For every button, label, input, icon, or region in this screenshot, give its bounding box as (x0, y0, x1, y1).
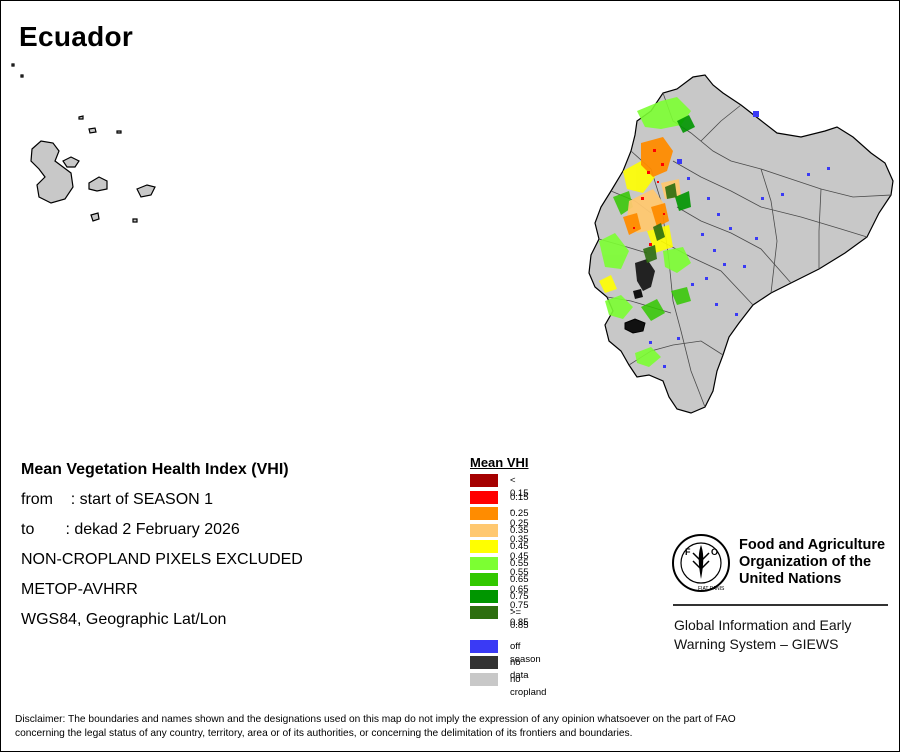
giews-name: Global Information and Early Warning Sys… (674, 616, 889, 654)
legend-extra-row: off season (470, 638, 541, 665)
legend-class-row: 0.75 - 0.85 (470, 588, 529, 628)
legend-class-label: >= 0.85 (510, 607, 529, 631)
legend-class-row: 0.35 - 0.45 (470, 522, 529, 562)
fao-name-line-2: Organization of the (739, 554, 872, 570)
galapagos-islands (11, 63, 156, 223)
legend-class-label: 0.55 - 0.65 (510, 557, 529, 595)
legend-class-label: 0.65 - 0.75 (510, 574, 529, 611)
info-mask-line: NON-CROPLAND PIXELS EXCLUDED (21, 551, 303, 568)
legend-extra-swatch (470, 656, 498, 669)
map-title: Ecuador (19, 21, 134, 52)
legend-class-list: < 0.15 0.15 - 0.25 0.25 - 0.35 0.35 - 0.45 0… (470, 472, 529, 631)
legend-extra-row: no data (470, 654, 529, 681)
disclaimer-line-1: Disclaimer: The boundaries and names sho… (15, 714, 736, 725)
mainland-ecuador (588, 74, 894, 414)
fao-name-line-3: United Nations (739, 571, 842, 587)
info-to-line: to : dekad 2 February 2026 (21, 521, 240, 538)
legend-extra-swatch (470, 672, 498, 686)
legend-class-row: < 0.15 (470, 472, 529, 499)
legend-class-swatch (470, 589, 498, 603)
legend-extra-list: off season no data no cropland (470, 638, 546, 698)
legend-class-row: 0.45 - 0.55 (470, 538, 529, 578)
legend-class-swatch (470, 507, 498, 520)
info-title: Mean Vegetation Health Index (VHI) (21, 461, 289, 478)
legend-class-swatch (470, 523, 498, 537)
info-sensor-line: METOP-AVHRR (21, 581, 138, 598)
fao-motto: FIAT PANIS (698, 586, 725, 592)
legend-class-swatch (470, 474, 498, 487)
legend-extra-row: no cropland (470, 671, 546, 698)
fao-organization-name: Food and Agriculture Organization of the… (739, 537, 889, 588)
vhi-cropland-pixels (599, 97, 830, 368)
legend-extra-label: no data (510, 657, 529, 681)
legend-class-label: 0.35 - 0.45 (510, 524, 529, 562)
legend-class-row: 0.15 - 0.25 (470, 489, 529, 529)
legend-class-label: 0.15 - 0.25 (510, 491, 529, 529)
legend-extra-swatch (470, 639, 498, 653)
legend-title: Mean VHI (470, 455, 529, 470)
legend-class-row: 0.65 - 0.75 (470, 571, 529, 611)
fao-logo-icon: F O FIAT PANIS (672, 534, 730, 592)
giews-line-1: Global Information and Early (674, 617, 852, 633)
fao-divider (673, 604, 888, 606)
legend-class-swatch (470, 540, 498, 553)
legend-class-swatch (470, 556, 498, 570)
legend-class-swatch (470, 573, 498, 586)
legend-class-row: 0.25 - 0.35 (470, 505, 529, 545)
legend-extra-label: off season (510, 640, 541, 665)
map-legend: Mean VHI < 0.15 0.15 - 0.25 0.25 - 0.35 0.3… (470, 454, 546, 698)
legend-class-label: < 0.15 (510, 475, 529, 499)
legend-class-label: 0.45 - 0.55 (510, 541, 529, 578)
disclaimer-line-2: concerning the legal status of any count… (15, 728, 633, 739)
fao-logo-letter-f: F (685, 547, 691, 557)
fao-name-line-1: Food and Agriculture (739, 537, 886, 553)
legend-class-label: 0.25 - 0.35 (510, 508, 529, 545)
legend-class-row: >= 0.85 (470, 604, 529, 631)
fao-logo-letter-o: O (711, 547, 718, 557)
legend-class-row: 0.55 - 0.65 (470, 555, 529, 595)
info-from-line: from : start of SEASON 1 (21, 491, 214, 508)
legend-extra-label: no cropland (510, 673, 547, 698)
map-info-block: Mean Vegetation Health Index (VHI) from … (21, 459, 303, 639)
legend-class-label: 0.75 - 0.85 (510, 590, 529, 628)
legend-class-swatch (470, 490, 498, 504)
legend-class-swatch (470, 606, 498, 619)
info-projection-line: WGS84, Geographic Lat/Lon (21, 611, 227, 628)
giews-line-2: Warning System – GIEWS (674, 636, 839, 652)
disclaimer-text: Disclaimer: The boundaries and names sho… (15, 713, 885, 741)
